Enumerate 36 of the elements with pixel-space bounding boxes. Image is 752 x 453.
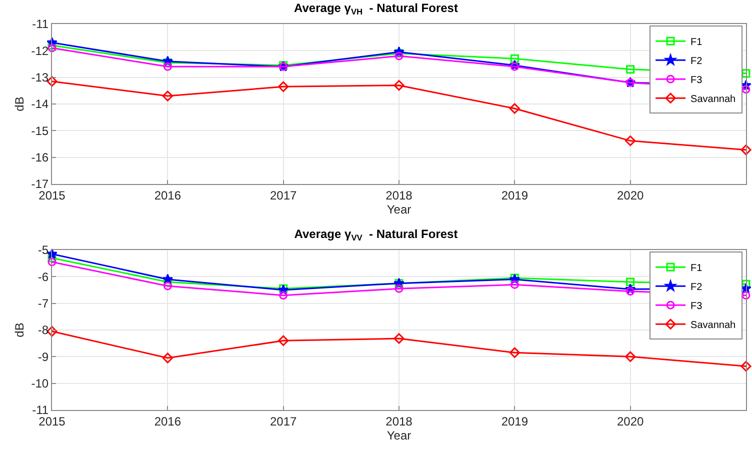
x-tick-label: 2016	[154, 414, 182, 428]
x-tick-label: 2020	[616, 188, 644, 202]
y-tick-label: -13	[31, 70, 49, 85]
legend-label: F2	[690, 56, 703, 67]
legend-label: F1	[690, 37, 703, 48]
y-tick-label: -15	[31, 124, 49, 138]
chart-title: Average γ$_{VH}$ - Natural Forest	[294, 0, 458, 16]
y-tick-label: -11	[32, 17, 49, 32]
y-tick-label: -5	[38, 243, 49, 258]
y-tick-label: -10	[31, 376, 49, 391]
y-tick-label: -16	[31, 150, 49, 165]
legend-label: F2	[690, 282, 703, 293]
x-axis-title: Year	[386, 202, 412, 216]
x-tick-label: 2018	[386, 188, 413, 202]
chart-title: Average γ$_{VV}$ - Natural Forest	[294, 226, 458, 242]
y-tick-label: -14	[31, 97, 49, 112]
x-tick-label: 2017	[270, 414, 297, 428]
x-tick-label: 2017	[270, 188, 297, 202]
legend-label: Savannah	[690, 94, 736, 105]
legend-label: F3	[690, 75, 703, 86]
y-tick-label: -12	[31, 44, 49, 58]
y-axis-title: dB	[12, 322, 27, 338]
legend-label: Savannah	[690, 320, 736, 331]
y-tick-label: -6	[38, 270, 49, 284]
y-tick-label: -8	[38, 323, 49, 338]
legend-label: F3	[690, 301, 703, 312]
y-axis-title: dB	[12, 96, 27, 112]
y-tick-label: -9	[38, 350, 49, 364]
legend-label: F1	[690, 263, 703, 274]
x-tick-label: 2020	[616, 414, 644, 428]
y-tick-label: -7	[38, 296, 49, 311]
x-tick-label: 2018	[386, 414, 413, 428]
x-tick-label: 2019	[501, 414, 528, 428]
x-tick-label: 2019	[501, 188, 528, 202]
x-tick-label: 2016	[154, 188, 182, 202]
x-axis-title: Year	[386, 428, 412, 442]
